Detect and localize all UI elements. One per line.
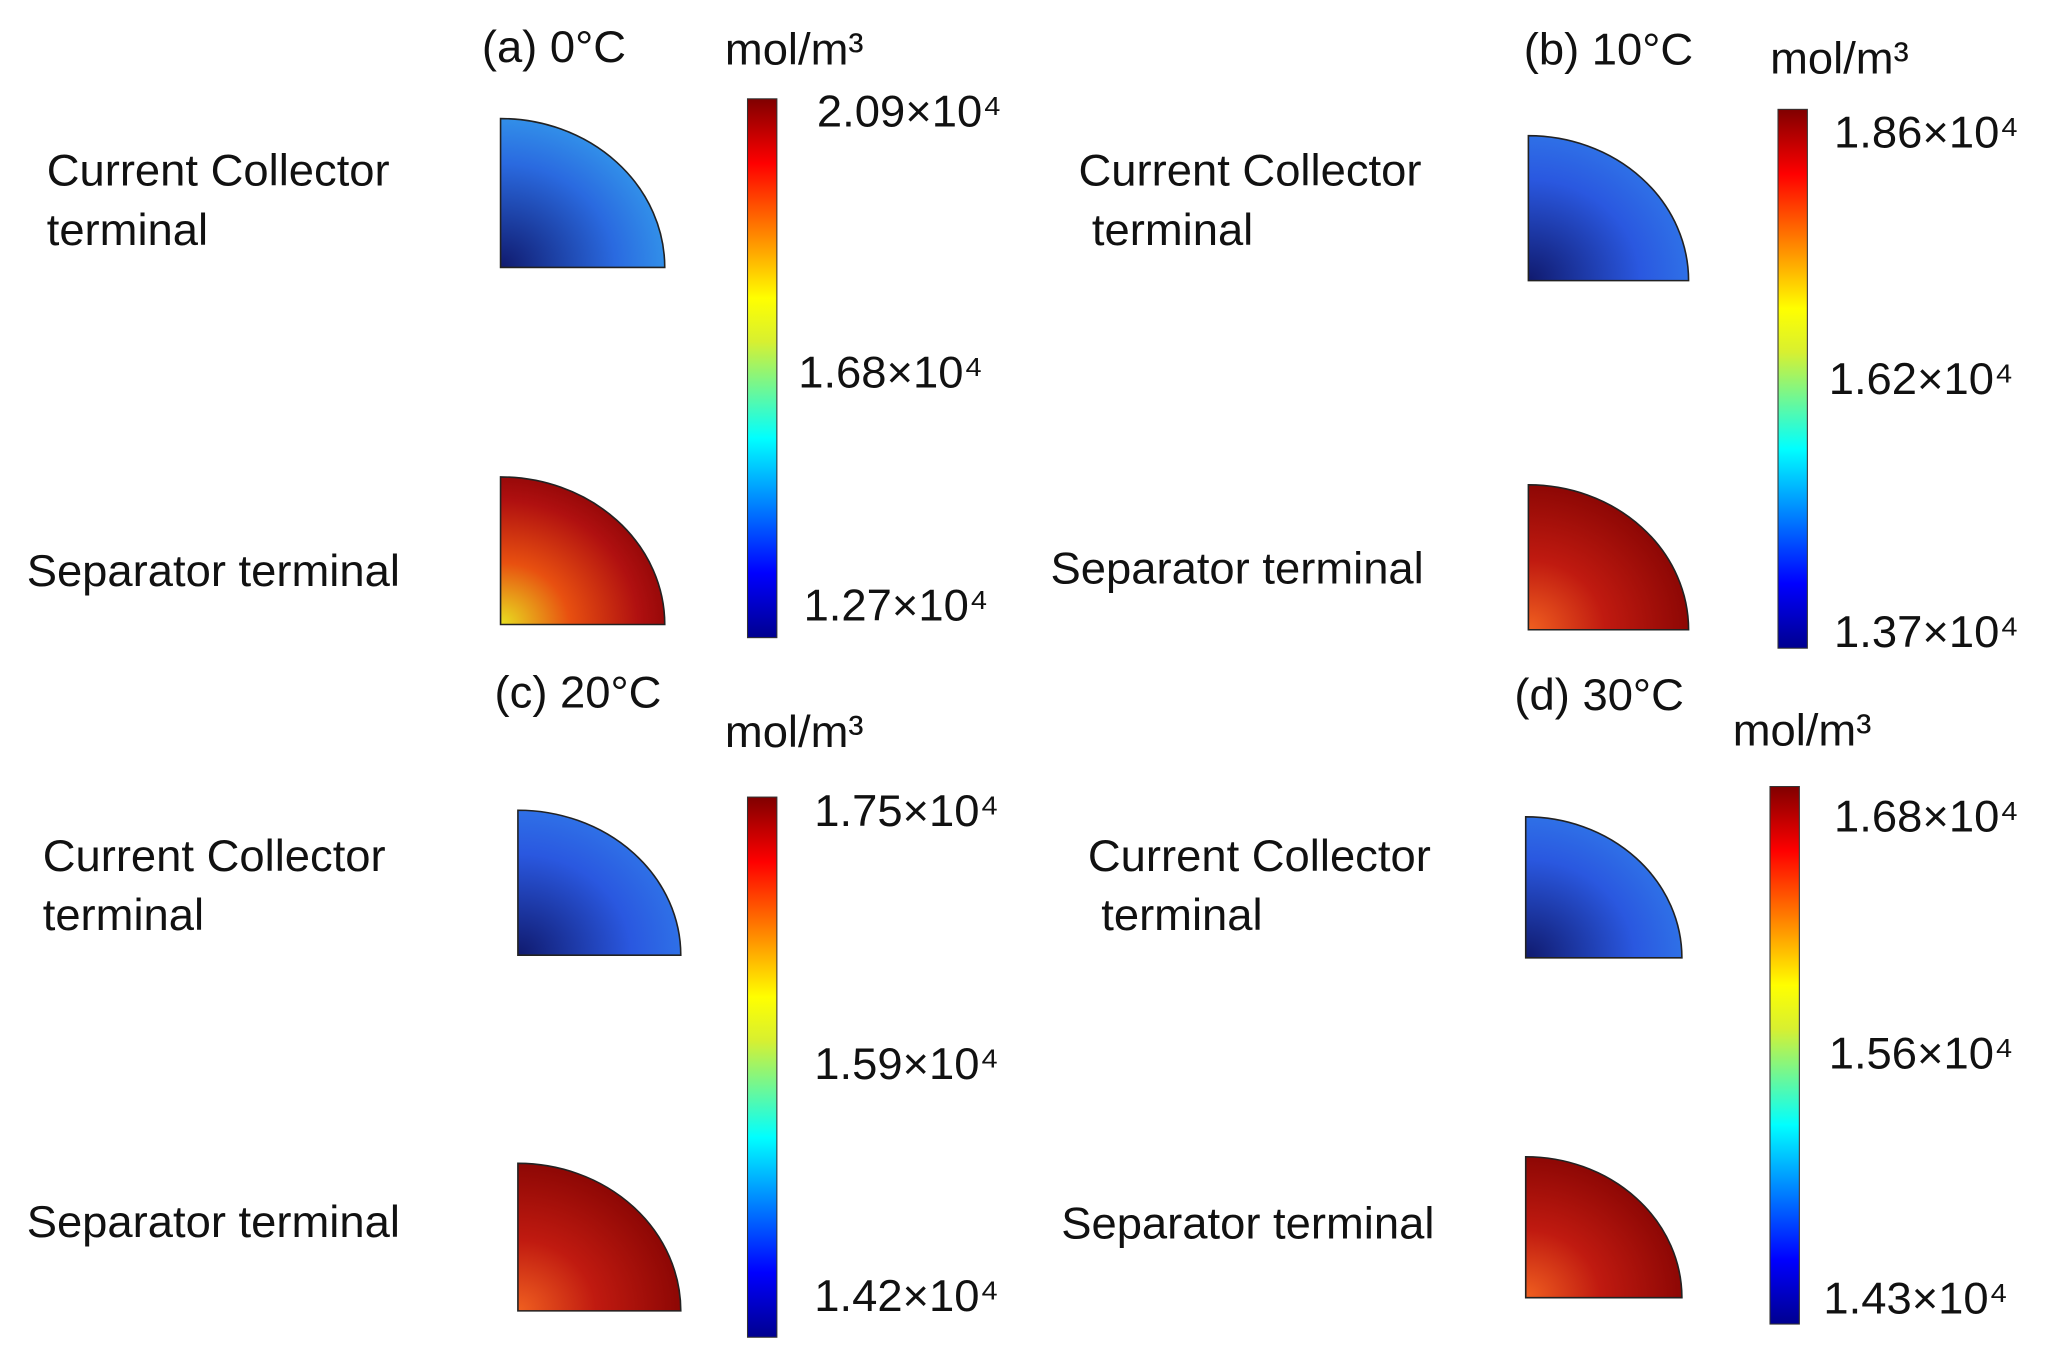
- panel-title: (a) 0°C: [482, 21, 626, 72]
- separator-label: Separator terminal: [27, 546, 400, 597]
- colorbar-tick-label: 1.68×10⁴: [1834, 791, 2019, 842]
- colorbar-unit: mol/m³: [1770, 33, 1909, 84]
- collector-label: terminal: [47, 204, 208, 255]
- concentration-map: [517, 1162, 682, 1312]
- colorbar-unit: mol/m³: [725, 706, 864, 757]
- colorbar-tick-label: 1.75×10⁴: [814, 785, 999, 836]
- collector-label: Current Collector: [1079, 145, 1422, 196]
- colorbar-tick-label: 1.86×10⁴: [1834, 107, 2019, 158]
- collector-label: terminal: [1101, 889, 1262, 940]
- concentration-map: [1524, 816, 1683, 959]
- concentration-map: [1527, 134, 1690, 282]
- concentration-map: [517, 809, 682, 956]
- colorbar-tick-label: 1.62×10⁴: [1829, 353, 2014, 404]
- colorbar-tick-label: 1.68×10⁴: [798, 347, 983, 398]
- colorbar-tick-label: 1.59×10⁴: [814, 1038, 999, 1089]
- separator-label: Separator terminal: [27, 1196, 400, 1247]
- collector-label: Current Collector: [43, 830, 386, 881]
- collector-label: Current Collector: [1088, 830, 1431, 881]
- collector-label: Current Collector: [47, 145, 390, 196]
- concentration-map: [1527, 484, 1690, 631]
- collector-label: terminal: [1092, 204, 1253, 255]
- separator-label: Separator terminal: [1051, 543, 1424, 594]
- colorbar: [1777, 108, 1808, 649]
- panel-title: (b) 10°C: [1524, 24, 1693, 75]
- separator-label: Separator terminal: [1061, 1198, 1434, 1249]
- colorbar-tick-label: 1.37×10⁴: [1834, 606, 2019, 657]
- colorbar-tick-label: 1.43×10⁴: [1823, 1273, 2008, 1324]
- colorbar-tick-label: 2.09×10⁴: [817, 86, 1002, 137]
- colorbar-tick-label: 1.56×10⁴: [1829, 1028, 2014, 1079]
- colorbar: [746, 98, 778, 639]
- colorbar-unit: mol/m³: [1733, 705, 1872, 756]
- concentration-map: [499, 117, 666, 269]
- colorbar-tick-label: 1.27×10⁴: [804, 580, 989, 631]
- concentration-map: [1524, 1155, 1683, 1299]
- collector-label: terminal: [43, 889, 204, 940]
- colorbar: [1769, 786, 1800, 1325]
- concentration-map: [499, 476, 666, 626]
- colorbar-tick-label: 1.42×10⁴: [814, 1270, 999, 1321]
- panel-title: (d) 30°C: [1514, 669, 1683, 720]
- colorbar-unit: mol/m³: [725, 24, 864, 75]
- panel-title: (c) 20°C: [495, 667, 662, 718]
- colorbar: [746, 796, 778, 1338]
